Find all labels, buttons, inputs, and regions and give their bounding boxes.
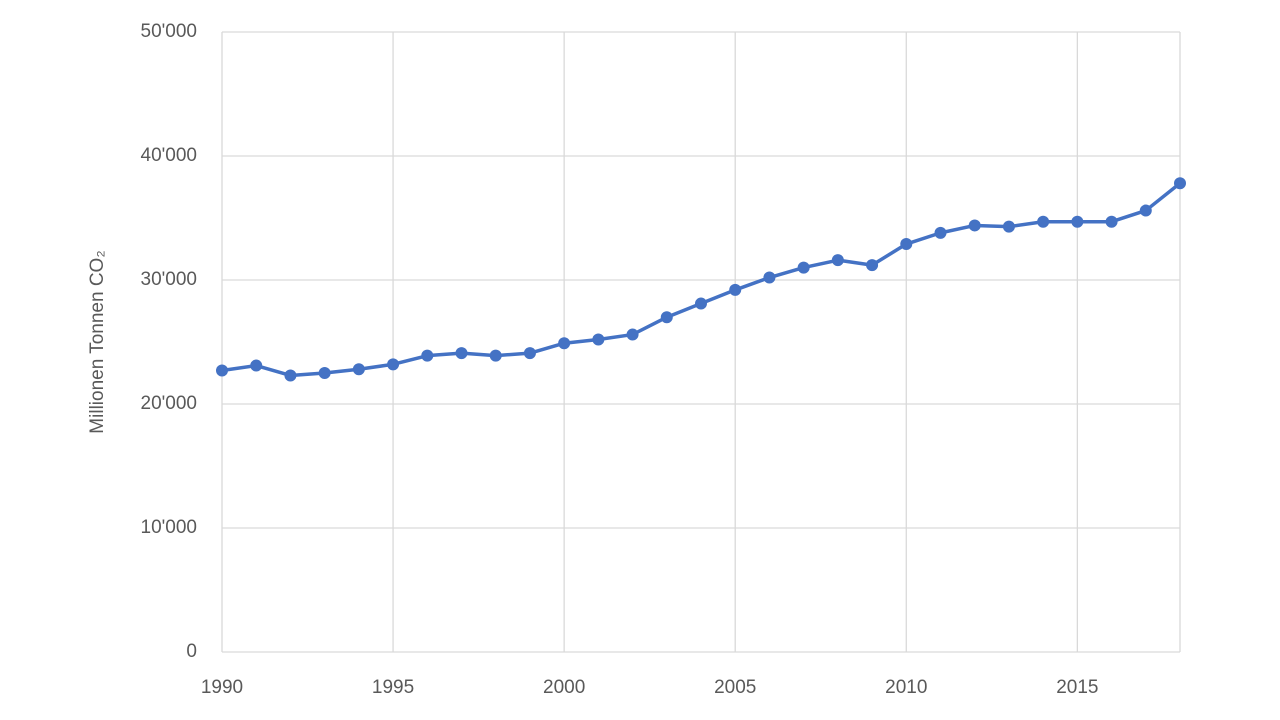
y-tick-label: 50'000	[141, 21, 197, 42]
x-tick-label: 1995	[372, 677, 414, 698]
x-tick-label: 2015	[1056, 677, 1098, 698]
y-tick-label: 30'000	[141, 269, 197, 290]
x-tick-label: 2010	[885, 677, 927, 698]
data-point	[421, 349, 434, 362]
data-point	[387, 358, 400, 371]
data-point	[866, 259, 879, 272]
data-point	[626, 328, 639, 341]
data-point	[250, 359, 263, 372]
data-point	[1105, 215, 1118, 228]
data-point	[284, 369, 297, 382]
x-tick-label: 1990	[201, 677, 243, 698]
data-point	[352, 363, 365, 376]
data-point	[934, 226, 947, 239]
data-point	[1002, 220, 1015, 233]
x-tick-label: 2000	[543, 677, 585, 698]
data-point	[660, 311, 673, 324]
data-point	[558, 337, 571, 350]
data-point	[797, 261, 810, 274]
y-tick-label: 40'000	[141, 145, 197, 166]
data-point	[523, 347, 536, 360]
y-tick-label: 0	[186, 641, 197, 662]
data-point	[729, 283, 742, 296]
data-point	[216, 364, 228, 377]
y-tick-label: 10'000	[141, 517, 197, 538]
data-point	[695, 297, 707, 310]
data-point	[1037, 215, 1050, 228]
data-point	[1174, 177, 1186, 190]
data-point	[592, 333, 605, 346]
data-point	[1071, 215, 1084, 228]
data-point	[1139, 204, 1152, 217]
data-point	[900, 238, 913, 251]
data-point	[763, 271, 776, 284]
data-point	[968, 219, 981, 232]
y-axis-label: Millionen Tonnen CO₂	[87, 250, 108, 433]
data-point	[318, 367, 331, 379]
data-point	[489, 349, 502, 362]
data-point	[831, 254, 844, 267]
y-tick-label: 20'000	[141, 393, 197, 414]
x-tick-label: 2005	[714, 677, 756, 698]
data-point	[455, 347, 468, 360]
